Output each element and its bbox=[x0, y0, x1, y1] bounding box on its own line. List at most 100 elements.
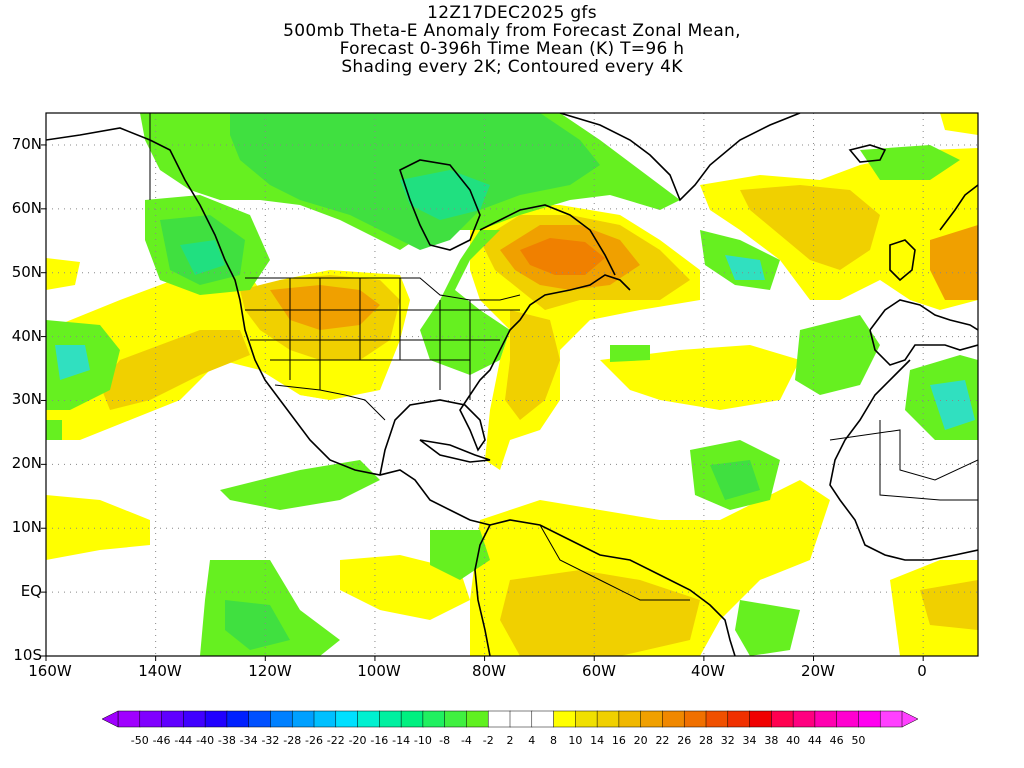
lon-label-120w: 120W bbox=[248, 662, 292, 680]
anomaly-blob bbox=[225, 600, 290, 650]
colorbar-label: -14 bbox=[392, 734, 411, 747]
colorbar-swatch bbox=[379, 710, 402, 728]
title-datetime: 12Z17DEC2025 gfs bbox=[427, 3, 597, 23]
lon-label-100w: 100W bbox=[357, 662, 401, 680]
anomaly-blob bbox=[600, 345, 800, 410]
colorbar-swatch bbox=[226, 710, 250, 728]
colorbar-label: -44 bbox=[174, 734, 193, 747]
colorbar-swatch bbox=[575, 710, 598, 728]
border-africa-2 bbox=[879, 420, 978, 501]
lat-label-10s: 10S bbox=[13, 646, 42, 664]
colorbar-label: 16 bbox=[611, 734, 626, 747]
colorbar-label: -32 bbox=[261, 734, 280, 747]
border-south-america bbox=[539, 524, 690, 601]
colorbar-swatch bbox=[705, 710, 729, 728]
colorbar-label: -26 bbox=[305, 734, 323, 747]
title-field: 500mb Theta-E Anomaly from Forecast Zona… bbox=[283, 21, 741, 41]
colorbar-label: 22 bbox=[655, 734, 670, 747]
anomaly-blob bbox=[610, 345, 650, 362]
lon-label-20w: 20W bbox=[801, 662, 835, 680]
colorbar-swatch bbox=[792, 710, 816, 728]
colorbar-swatch bbox=[858, 710, 881, 728]
lat-label-10n: 10N bbox=[11, 518, 42, 536]
anomaly-blob bbox=[220, 460, 380, 510]
anomaly-blob bbox=[795, 315, 880, 395]
colorbar-swatch bbox=[509, 710, 533, 728]
coastline-africa bbox=[829, 359, 978, 561]
colorbar-label: -4 bbox=[460, 734, 472, 747]
colorbar-label: 38 bbox=[764, 734, 779, 747]
colorbar-swatch bbox=[618, 710, 642, 728]
colorbar-swatch bbox=[596, 710, 620, 728]
colorbar-swatch bbox=[727, 710, 751, 728]
colorbar-swatch bbox=[248, 710, 271, 728]
anomaly-blob bbox=[930, 380, 975, 430]
lon-label-140w: 140W bbox=[138, 662, 182, 680]
colorbar-label: -10 bbox=[413, 734, 432, 747]
lon-label-60w: 60W bbox=[582, 662, 616, 680]
anomaly-blob bbox=[500, 570, 700, 656]
anomaly-blob bbox=[270, 285, 380, 330]
anomaly-blob bbox=[46, 258, 80, 290]
coastline-scandinavia bbox=[939, 184, 978, 231]
political-boundaries bbox=[149, 113, 978, 601]
anomaly-blob bbox=[55, 345, 90, 380]
colorbar-swatch bbox=[444, 710, 467, 728]
colorbar-max-arrow bbox=[901, 710, 919, 728]
colorbar-swatch bbox=[640, 710, 663, 728]
anomaly-blob bbox=[940, 113, 978, 135]
colorbar-swatch bbox=[117, 710, 141, 728]
coastline-south-america bbox=[489, 519, 736, 656]
anomaly-blob bbox=[505, 310, 560, 420]
colorbar-label: 46 bbox=[829, 734, 844, 747]
colorbar-label: 50 bbox=[851, 734, 866, 747]
colorbar-label: -28 bbox=[283, 734, 302, 747]
coastline-north-america bbox=[46, 127, 491, 526]
colorbar-swatch bbox=[357, 710, 380, 728]
colorbar-label: 4 bbox=[528, 734, 536, 747]
coastline-iceland bbox=[848, 144, 887, 163]
colorbar-label: -8 bbox=[439, 734, 451, 747]
coastline-british-isles bbox=[889, 239, 916, 282]
coastline-greenland bbox=[559, 113, 801, 202]
colorbar-label: -38 bbox=[217, 734, 236, 747]
title-shading: Shading every 2K; Contoured every 4K bbox=[341, 57, 683, 77]
colorbar-swatch bbox=[836, 710, 859, 728]
coastline-south-america-west bbox=[474, 524, 491, 656]
lon-label-160w: 160W bbox=[28, 662, 72, 680]
colorbar-label: 40 bbox=[786, 734, 801, 747]
colorbar-swatch bbox=[531, 710, 555, 728]
anomaly-blob bbox=[740, 185, 880, 270]
colorbar-swatch bbox=[335, 710, 359, 728]
colorbar-label: 32 bbox=[720, 734, 735, 747]
colorbar-label: -34 bbox=[239, 734, 258, 747]
coastline-europe bbox=[869, 299, 978, 331]
lat-label-20n: 20N bbox=[11, 454, 42, 472]
anomaly-blob bbox=[860, 145, 960, 180]
anomaly-blob bbox=[930, 225, 978, 300]
coastlines bbox=[46, 113, 978, 656]
colorbar-label: -46 bbox=[152, 734, 171, 747]
colorbar-swatch bbox=[662, 710, 685, 728]
colorbar-label: -16 bbox=[370, 734, 389, 747]
anomaly-blob bbox=[710, 460, 760, 500]
anomaly-blob bbox=[400, 170, 490, 220]
colorbar-swatch bbox=[879, 710, 903, 728]
lat-label-40n: 40N bbox=[11, 327, 42, 345]
coastline-cuba bbox=[419, 439, 491, 463]
lon-label-40w: 40W bbox=[691, 662, 725, 680]
anomaly-blob bbox=[46, 420, 62, 440]
colorbar-label: -22 bbox=[326, 734, 345, 747]
anomaly-blob bbox=[520, 238, 605, 275]
title-forecast: Forecast 0-396h Time Mean (K) T=96 h bbox=[339, 39, 685, 59]
lat-label-70n: 70N bbox=[11, 135, 42, 153]
colorbar-label: 28 bbox=[699, 734, 713, 747]
colorbar-label: 26 bbox=[677, 734, 692, 747]
colorbar-swatch bbox=[400, 710, 424, 728]
colorbar-label: -40 bbox=[196, 734, 215, 747]
border-us-states-2 bbox=[245, 309, 520, 361]
colorbar-min-arrow bbox=[101, 710, 119, 728]
border-us-mexico bbox=[274, 384, 386, 421]
colorbar-label: -50 bbox=[130, 734, 149, 747]
